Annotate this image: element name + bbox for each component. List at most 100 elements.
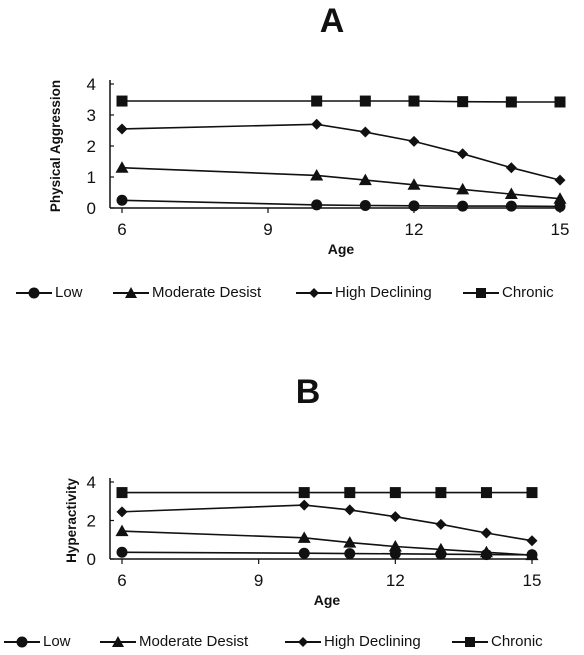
chart-a-y-axis-label: Physical Aggression <box>48 80 63 212</box>
chart-a-point-high-declining <box>311 118 323 130</box>
chart-b-point-chronic <box>480 487 492 499</box>
legend-item-low: Low <box>16 284 83 301</box>
chart-b-point-chronic <box>526 487 538 499</box>
legend-label-chronic: Chronic <box>502 284 554 301</box>
chart-a-x-tick-label: 6 <box>117 220 126 239</box>
chart-b-point-moderate-desist <box>343 536 357 548</box>
chart-a-y-tick-label: 1 <box>87 168 96 187</box>
chart-a-series-line-high-declining <box>121 123 561 181</box>
chart-a-point-chronic <box>554 96 566 108</box>
legend-label-moderate-desist: Moderate Desist <box>139 633 249 650</box>
chart-a-point-high-declining <box>554 174 566 186</box>
chart-a-point-low <box>359 200 371 212</box>
legend-marker-square-icon <box>463 287 499 298</box>
legend-marker-square-icon <box>452 636 488 647</box>
legend-label-high-declining: High Declining <box>324 633 421 650</box>
legend-marker-circle-icon <box>4 636 40 647</box>
chart-a-point-high-declining <box>457 148 469 160</box>
chart-a-point-moderate-desist <box>407 178 421 190</box>
chart-panel-b: B 0 2 4 6 9 12 15 Age Hyperactivity Low Moderate… <box>0 365 584 654</box>
chart-b-point-moderate-desist <box>479 545 493 558</box>
chart-a-point-chronic <box>457 96 469 108</box>
legend-marker-triangle-icon <box>100 635 136 647</box>
chart-b-y-tick-label: 0 <box>87 550 96 569</box>
legend-item-chronic: Chronic <box>452 633 543 650</box>
legend-item-moderate-desist: Moderate Desist <box>113 284 261 301</box>
legend-item-low: Low <box>4 633 71 650</box>
chart-b-point-low <box>116 546 128 558</box>
legend-item-high-declining: High Declining <box>285 633 421 650</box>
chart-b-series-line-high-declining <box>121 504 533 542</box>
chart-b-point-moderate-desist <box>525 548 539 561</box>
chart-b-x-tick-label: 9 <box>254 571 263 590</box>
chart-b-x-tick-label: 15 <box>523 571 542 590</box>
chart-a-point-chronic <box>311 95 323 107</box>
chart-b-point-chronic <box>435 487 447 499</box>
chart-a-point-chronic <box>116 95 128 107</box>
chart-b-series-line-moderate-desist <box>121 530 533 556</box>
chart-b-point-low <box>298 547 310 559</box>
chart-a-point-high-declining <box>116 123 128 135</box>
chart-a-point-moderate-desist <box>115 161 129 173</box>
chart-a-point-moderate-desist <box>553 192 567 204</box>
chart-b-x-axis-label: Age <box>314 592 341 608</box>
chart-a-point-high-declining <box>505 162 517 174</box>
legend-marker-diamond-icon <box>285 636 321 647</box>
chart-a-y-tick-label: 4 <box>87 75 96 94</box>
chart-a-y-tick-label: 0 <box>87 199 96 218</box>
chart-a-legend: Low Moderate Desist High Declining Chron… <box>0 284 584 306</box>
chart-b-point-high-declining <box>480 527 492 539</box>
chart-a-point-chronic <box>359 95 371 107</box>
chart-a-point-chronic <box>505 96 517 108</box>
chart-a-y-tick-label: 3 <box>87 106 96 125</box>
chart-b-point-chronic <box>298 487 310 499</box>
chart-a-point-chronic <box>408 95 420 107</box>
legend-label-chronic: Chronic <box>491 633 543 650</box>
chart-b-point-chronic <box>116 487 128 499</box>
chart-b-point-moderate-desist <box>388 539 402 552</box>
panel-label-a: A <box>319 2 345 40</box>
chart-a-x-tick-label: 9 <box>263 220 272 239</box>
chart-a-x-tick-label: 15 <box>551 220 570 239</box>
chart-b-y-tick-label: 2 <box>87 512 96 531</box>
chart-b-svg: 0 2 4 6 9 12 15 Age Hyperactivity <box>64 473 542 608</box>
legend-item-moderate-desist: Moderate Desist <box>100 633 248 650</box>
chart-a-x-tick-label: 12 <box>405 220 424 239</box>
legend-marker-diamond-icon <box>296 287 332 298</box>
chart-b-x-tick-label: 6 <box>117 571 126 590</box>
chart-a-point-moderate-desist <box>456 182 470 195</box>
legend-marker-triangle-icon <box>113 286 149 298</box>
legend-item-chronic: Chronic <box>463 284 554 301</box>
chart-b-point-high-declining <box>435 518 447 530</box>
legend-marker-circle-icon <box>16 287 52 298</box>
chart-b-point-moderate-desist <box>297 531 311 543</box>
chart-a-series-line-chronic <box>122 100 560 103</box>
legend-label-low: Low <box>55 284 83 301</box>
panel-label-b: B <box>295 373 321 411</box>
chart-a-point-high-declining <box>408 135 420 147</box>
legend-item-high-declining: High Declining <box>296 284 432 301</box>
chart-b-y-axis-label: Hyperactivity <box>64 478 79 563</box>
chart-a-series-line-moderate-desist <box>121 166 561 200</box>
chart-b-point-high-declining <box>298 499 310 511</box>
chart-b-point-chronic <box>344 487 356 499</box>
chart-b-point-high-declining <box>344 504 356 516</box>
chart-a-series-line-low <box>121 199 561 208</box>
chart-b-point-high-declining <box>116 506 128 518</box>
chart-a-point-low <box>457 200 469 212</box>
chart-b-y-tick-label: 4 <box>87 473 96 492</box>
chart-a-point-low <box>505 200 517 212</box>
chart-b-point-low <box>344 548 356 560</box>
chart-b-point-chronic <box>389 487 401 499</box>
chart-a-point-moderate-desist <box>358 173 372 186</box>
legend-label-high-declining: High Declining <box>335 284 432 301</box>
chart-b-point-moderate-desist <box>434 542 448 555</box>
chart-b-point-high-declining <box>389 511 401 523</box>
chart-b-series-line-low <box>121 551 533 556</box>
chart-panel-a: A 0 1 2 3 4 6 9 12 15 Age Physical Aggression Low … <box>0 0 584 310</box>
chart-a-point-low <box>311 199 323 211</box>
chart-b-x-tick-label: 12 <box>386 571 405 590</box>
legend-label-low: Low <box>43 633 71 650</box>
chart-a-point-moderate-desist <box>310 168 324 181</box>
